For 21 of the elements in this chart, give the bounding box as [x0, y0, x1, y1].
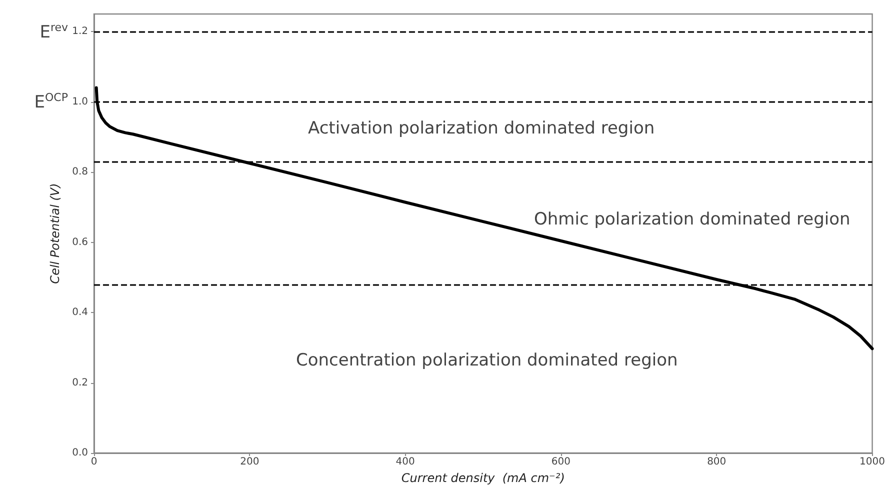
y-tick-label: 1.0	[72, 96, 88, 108]
ref-line-label: E$^{OCP}$	[34, 90, 68, 112]
x-tick-label: 400	[396, 456, 415, 468]
x-tick-label: 200	[240, 456, 260, 468]
y-tick-label: 0.2	[72, 377, 88, 388]
x-tick-label: 0	[90, 456, 98, 468]
x-axis-title: Current density (mA cm⁻²)	[401, 470, 565, 485]
y-axis-title: Cell Potential (V)	[48, 183, 62, 284]
line-series	[94, 86, 874, 350]
annotation: Ohmic polarization dominated region	[534, 210, 850, 230]
y-tick-label: 0.0	[72, 448, 88, 458]
annotation: Activation polarization dominated region	[308, 118, 655, 138]
ref-line-label: E$^{rev}$	[40, 20, 68, 42]
y-tick-label: 0.8	[72, 166, 88, 178]
x-tick-label: 600	[551, 456, 571, 468]
x-tick-label: 1000	[860, 456, 885, 468]
x-tick-label: 800	[707, 456, 726, 468]
y-tick-label: 1.2	[72, 26, 88, 38]
y-tick-label: 0.6	[72, 236, 88, 248]
y-tick-label: 0.4	[72, 307, 88, 318]
annotation: Concentration polarization dominated region	[296, 350, 678, 370]
